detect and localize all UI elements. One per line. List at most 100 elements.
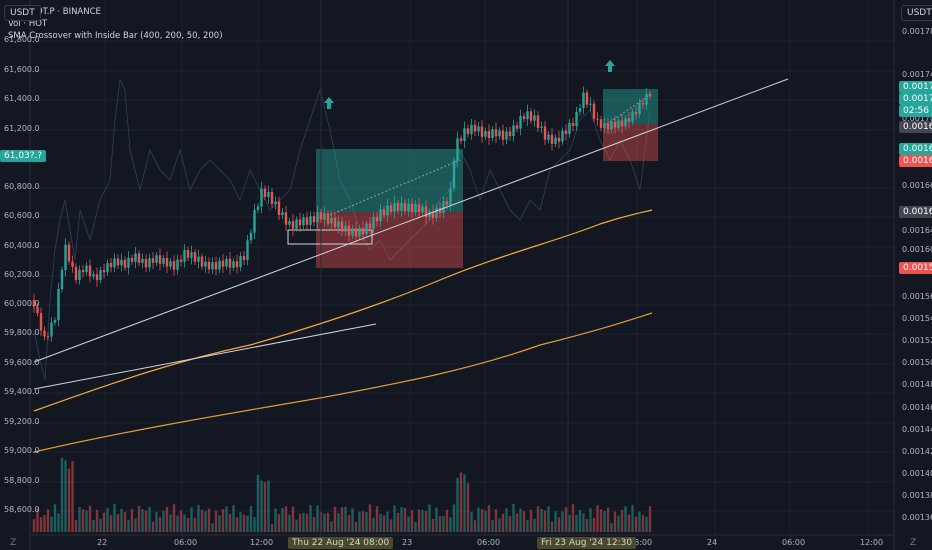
time-tick: 06:00 — [782, 538, 806, 547]
time-tick: 06:00 — [477, 538, 501, 547]
left-scale-currency-button[interactable]: USDT — [4, 5, 41, 21]
candle-body — [120, 259, 123, 266]
candle-body — [270, 192, 274, 205]
volume-bar — [382, 515, 386, 532]
volume-bar — [211, 523, 214, 532]
volume-bar — [340, 507, 344, 532]
volume-bar — [309, 504, 312, 532]
volume-bar — [137, 505, 141, 532]
volume-bar — [452, 504, 456, 532]
candle-body — [207, 261, 211, 270]
candle-body — [424, 206, 428, 218]
time-tick: 12:00 — [250, 538, 274, 547]
volume-bar — [57, 513, 60, 532]
volume-bar — [221, 509, 225, 532]
candle-body — [60, 269, 64, 290]
volume-bar — [116, 514, 120, 532]
volume-bar — [442, 515, 445, 532]
volume-bar — [284, 506, 288, 532]
candle-body — [536, 115, 540, 129]
candle-body — [417, 204, 421, 213]
candle-body — [428, 211, 431, 218]
long-stop-zone-2[interactable] — [603, 124, 658, 161]
volume-bar — [435, 507, 438, 532]
volume-bar — [43, 514, 46, 532]
volume-bar — [533, 518, 536, 532]
volume-bar — [165, 506, 169, 532]
volume-bar — [606, 507, 610, 532]
trendline-short[interactable] — [33, 323, 377, 390]
candle-body — [617, 120, 620, 128]
candle-body — [466, 128, 470, 134]
volume-bar — [540, 508, 543, 532]
right-scale-currency-button[interactable]: USDT — [901, 5, 932, 21]
candle-body — [246, 240, 249, 260]
volume-bar — [417, 509, 421, 532]
right-price-tick: 0.001420 — [902, 447, 932, 456]
price-badge-5: 0.001664 — [899, 155, 932, 167]
volume-bar — [421, 510, 424, 532]
volume-bar — [228, 514, 232, 532]
left-price-tick: 60,400.0 — [4, 241, 40, 250]
long-stop-zone-1[interactable] — [316, 212, 463, 268]
candle-body — [148, 258, 151, 268]
volume-bar — [424, 511, 428, 532]
long-target-zone-1[interactable] — [316, 149, 463, 212]
candle-body — [162, 258, 165, 264]
candle-body — [225, 258, 228, 267]
candle-body — [627, 118, 631, 122]
candle-body — [344, 225, 347, 232]
candle-body — [515, 125, 519, 129]
candle-body — [638, 102, 641, 115]
candle-body — [312, 216, 316, 223]
candle-body — [64, 244, 67, 270]
candle-body — [151, 258, 155, 263]
candle-body — [456, 138, 459, 161]
volume-bar — [263, 482, 267, 532]
candle-body — [624, 118, 627, 127]
symbol-legend[interactable]: BTCUSDT.P · BINANCE — [8, 7, 101, 17]
volume-bar — [641, 515, 645, 532]
indicator-legend[interactable]: SMA Crossover with Inside Bar (400, 200,… — [8, 31, 223, 41]
candle-body — [365, 223, 368, 235]
volume-bar — [92, 520, 95, 532]
volume-bar — [365, 512, 368, 532]
candle-body — [214, 262, 218, 270]
volume-bar — [169, 514, 172, 532]
volume-bar — [39, 517, 43, 532]
volume-bar — [645, 516, 648, 532]
candle-body — [309, 216, 312, 225]
inside-bar-box[interactable] — [287, 229, 373, 245]
candle-body — [71, 261, 74, 267]
volume-bar — [270, 523, 274, 532]
candle-body — [438, 207, 442, 214]
volume-bar — [305, 513, 309, 532]
trendline-main[interactable] — [33, 78, 789, 363]
left-corner-button[interactable]: Z — [10, 538, 17, 548]
volume-legend[interactable]: Vol · HOT — [8, 19, 48, 29]
volume-bar — [218, 515, 221, 532]
right-price-tick: 0.001780 — [902, 27, 932, 36]
volume-bar — [599, 509, 603, 532]
time-tick: 22 — [97, 538, 108, 547]
candle-body — [53, 320, 57, 323]
volume-bar — [85, 510, 88, 532]
volume-bar — [81, 509, 85, 532]
candle-body — [449, 188, 452, 205]
volume-bar — [487, 505, 491, 532]
volume-bar — [281, 507, 284, 532]
volume-bar — [225, 506, 228, 532]
volume-bar — [445, 509, 449, 532]
volume-bar — [536, 506, 540, 532]
volume-bar — [193, 517, 197, 532]
candle-body — [260, 188, 263, 207]
price-badge-6: 0.001618 — [899, 206, 932, 218]
candle-body — [498, 130, 501, 137]
candle-body — [298, 219, 302, 226]
candle-body — [274, 201, 277, 205]
candle-body — [253, 210, 256, 233]
candle-body — [414, 204, 417, 213]
right-corner-button[interactable]: Z — [910, 538, 917, 548]
left-price-tick: 59,200.0 — [4, 417, 40, 426]
